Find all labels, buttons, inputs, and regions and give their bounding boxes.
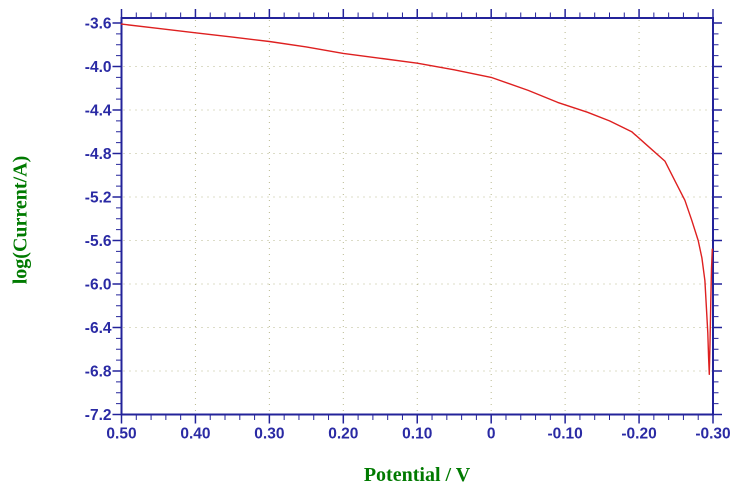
data-curve — [120, 23, 713, 375]
y-tick-label: -4.8 — [85, 146, 112, 163]
x-tick-label: -0.20 — [621, 426, 656, 443]
x-tick-label: 0 — [487, 426, 496, 443]
y-tick-label: -6.4 — [85, 320, 112, 337]
y-tick-label: -4.4 — [85, 103, 112, 120]
y-tick-label: -6.8 — [85, 364, 112, 381]
x-tick-label: -0.10 — [547, 426, 582, 443]
y-tick-label: -7.2 — [85, 407, 112, 424]
y-tick-label: -6.0 — [85, 277, 112, 294]
x-tick-label: 0.40 — [180, 426, 210, 443]
y-tick-label: -3.6 — [85, 16, 112, 33]
y-tick-label: -5.2 — [85, 190, 112, 207]
x-tick-label: -0.30 — [695, 426, 730, 443]
y-axis-title: log(Current/A) — [9, 155, 32, 285]
y-tick-label: -5.6 — [85, 233, 112, 250]
x-tick-label: 0.50 — [106, 426, 136, 443]
x-tick-label: 0.30 — [254, 426, 284, 443]
x-axis-title: Potential / V — [363, 464, 471, 486]
x-tick-label: 0.10 — [402, 426, 432, 443]
y-tick-label: -4.0 — [85, 59, 112, 76]
axis-frame — [120, 17, 714, 416]
x-tick-label: 0.20 — [328, 426, 358, 443]
